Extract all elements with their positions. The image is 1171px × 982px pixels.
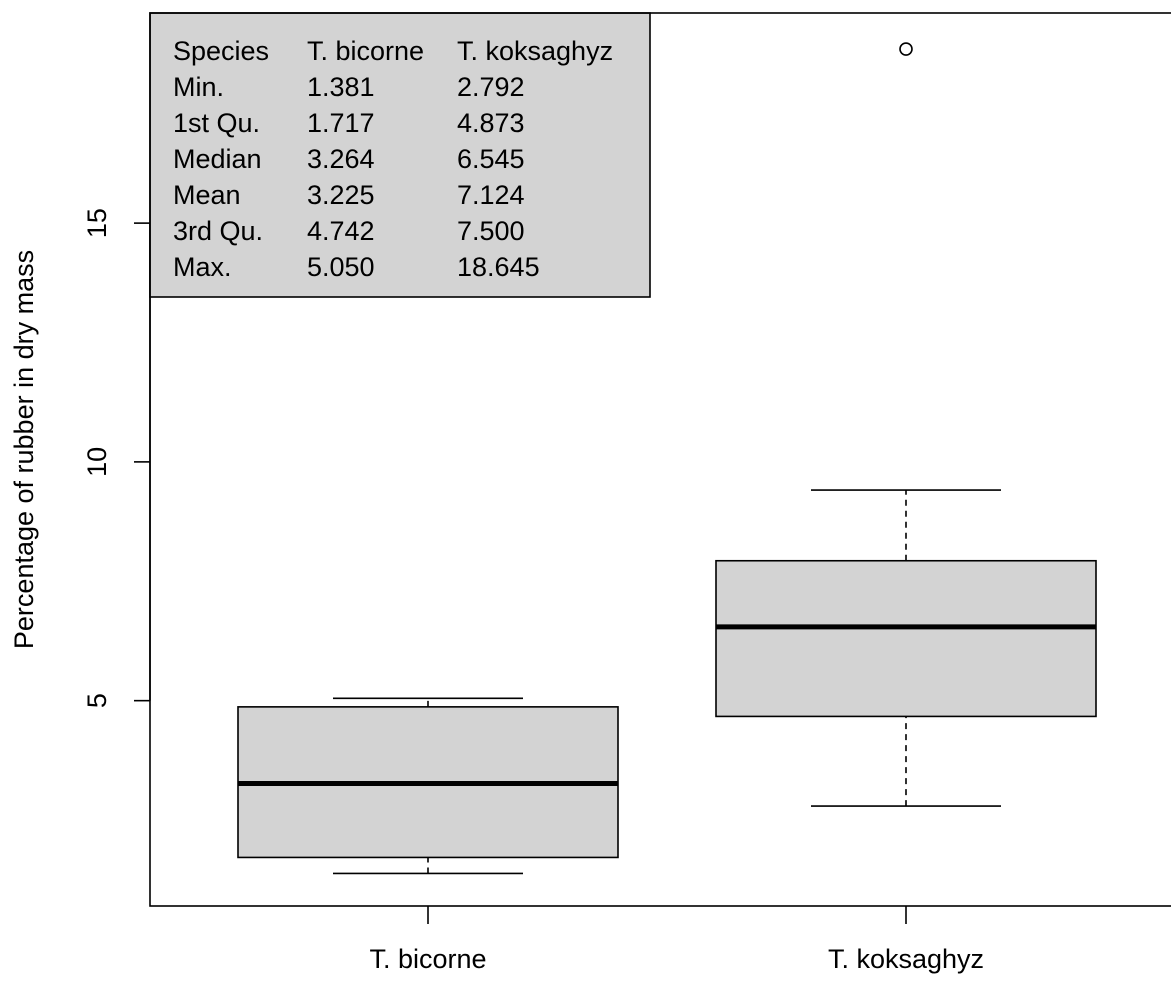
summary-table-header-cell: T. bicorne: [307, 36, 424, 66]
summary-table-cell: Min.: [173, 72, 224, 102]
y-tick-label: 10: [82, 447, 112, 477]
box: [715, 559, 1097, 718]
summary-table-cell: 3rd Qu.: [173, 216, 263, 246]
summary-table-cell: 5.050: [307, 252, 375, 282]
summary-table-cell: 1st Qu.: [173, 108, 260, 138]
summary-table: Species T. bicorne T. koksaghyz Min. 1.381 2.…: [149, 12, 651, 298]
summary-table-cell: 4.873: [457, 108, 525, 138]
summary-table-cell: Mean: [173, 180, 241, 210]
summary-table-background: [149, 12, 651, 298]
summary-table-cell: Median: [173, 144, 262, 174]
summary-table-cell: 2.792: [457, 72, 525, 102]
summary-table-cell: 18.645: [457, 252, 540, 282]
summary-table-cell: Max.: [173, 252, 232, 282]
boxes-layer: [237, 42, 1097, 875]
outlier-point: [899, 42, 913, 56]
summary-table-cell: 3.264: [307, 144, 375, 174]
axes-layer: 5 10 15 T. bicorne T. koksaghyz: [82, 208, 984, 974]
y-tick-label: 15: [82, 208, 112, 238]
x-tick-label: T. bicorne: [369, 944, 486, 974]
summary-table-cell: 3.225: [307, 180, 375, 210]
y-axis-label: Percentage of rubber in dry mass: [9, 250, 39, 649]
y-tick-label: 5: [82, 693, 112, 708]
summary-table-header-cell: T. koksaghyz: [457, 36, 613, 66]
summary-table-cell: 7.124: [457, 180, 525, 210]
x-tick-label: T. koksaghyz: [828, 944, 984, 974]
summary-table-cell: 1.717: [307, 108, 375, 138]
summary-table-cell: 4.742: [307, 216, 375, 246]
summary-table-header-cell: Species: [173, 36, 269, 66]
summary-table-cell: 1.381: [307, 72, 375, 102]
summary-table-cell: 6.545: [457, 144, 525, 174]
plot-frame: [149, 12, 1171, 907]
summary-table-cell: 7.500: [457, 216, 525, 246]
